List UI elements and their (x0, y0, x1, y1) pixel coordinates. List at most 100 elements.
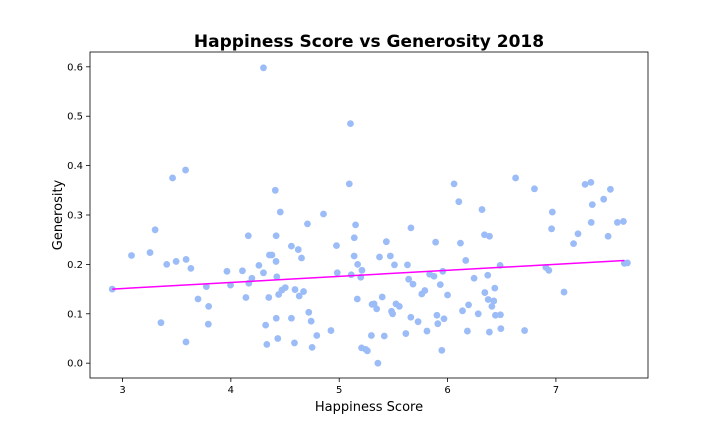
data-point (358, 266, 366, 274)
data-point (380, 332, 388, 340)
data-point (620, 218, 627, 225)
data-point (434, 320, 442, 328)
points-layer (108, 64, 631, 367)
data-point (414, 318, 422, 326)
data-point (352, 221, 359, 229)
data-point (242, 294, 250, 301)
data-point (347, 120, 354, 128)
data-point (421, 287, 429, 294)
x-tick-label: 5 (336, 385, 342, 396)
data-point (486, 232, 493, 240)
data-point (492, 311, 499, 319)
data-point (163, 260, 171, 268)
data-point (202, 283, 210, 291)
data-point (350, 234, 358, 242)
data-point (345, 180, 353, 188)
data-point (378, 293, 386, 301)
data-point (272, 232, 280, 240)
data-point (430, 272, 438, 280)
data-point (409, 280, 417, 288)
data-point (169, 174, 176, 182)
data-point (574, 230, 582, 238)
data-point (333, 269, 341, 277)
data-point (273, 273, 281, 281)
x-tick-label: 7 (553, 385, 559, 396)
y-tick-label: 0.5 (67, 112, 83, 123)
data-point (151, 226, 159, 234)
data-point (313, 332, 321, 339)
data-point (272, 258, 280, 265)
y-tick-label: 0.0 (67, 359, 83, 370)
data-point (389, 310, 397, 318)
data-point (373, 305, 381, 313)
data-point (239, 267, 246, 275)
y-tick-label: 0.4 (67, 161, 83, 172)
data-point (531, 185, 538, 193)
data-point (548, 208, 556, 216)
data-point (433, 311, 441, 319)
data-point (291, 286, 299, 293)
data-point (470, 274, 478, 282)
data-point (560, 288, 568, 296)
data-point (194, 295, 202, 303)
data-point (488, 302, 496, 310)
data-point (274, 335, 282, 342)
data-point (587, 219, 595, 226)
data-point (276, 208, 284, 216)
data-point (444, 291, 451, 299)
data-point (548, 225, 555, 233)
data-point (423, 327, 431, 335)
data-point (497, 325, 505, 333)
data-point (304, 220, 311, 228)
data-point (455, 198, 463, 206)
data-point (485, 328, 493, 336)
x-tick-label: 4 (228, 385, 234, 396)
data-point (271, 186, 279, 194)
data-point (402, 330, 410, 337)
trend-line (112, 259, 625, 290)
data-point (436, 281, 444, 289)
data-point (223, 267, 231, 275)
x-tick-label: 6 (444, 385, 450, 396)
data-point (272, 314, 280, 322)
data-point (465, 301, 472, 309)
data-point (459, 307, 466, 315)
data-point (244, 232, 252, 240)
data-point (350, 252, 358, 260)
data-point (570, 240, 577, 248)
data-point (395, 302, 403, 310)
data-point (308, 343, 316, 351)
data-point (204, 320, 212, 328)
data-point (600, 195, 608, 203)
data-point (450, 180, 458, 188)
data-point (265, 294, 273, 301)
data-point (182, 256, 190, 263)
data-point (157, 319, 165, 327)
data-point (462, 257, 470, 264)
data-point (374, 359, 382, 367)
data-point (333, 242, 340, 250)
data-point (613, 219, 621, 226)
data-point (604, 232, 612, 240)
data-point (463, 327, 471, 335)
data-point (263, 341, 271, 348)
plot-frame (89, 51, 649, 379)
data-point (288, 314, 295, 322)
data-point (587, 179, 595, 186)
data-point (491, 284, 499, 292)
data-point (298, 254, 305, 262)
data-point (607, 185, 614, 193)
x-tick-label: 3 (119, 385, 125, 396)
data-point (545, 266, 553, 274)
data-point (305, 308, 313, 316)
data-point (227, 281, 234, 289)
data-point (281, 284, 289, 292)
data-point (490, 297, 498, 305)
y-tick-label: 0.3 (67, 211, 83, 222)
data-point (172, 258, 180, 265)
data-point (295, 292, 303, 300)
y-tick-label: 0.6 (67, 62, 83, 73)
data-point (484, 296, 492, 303)
